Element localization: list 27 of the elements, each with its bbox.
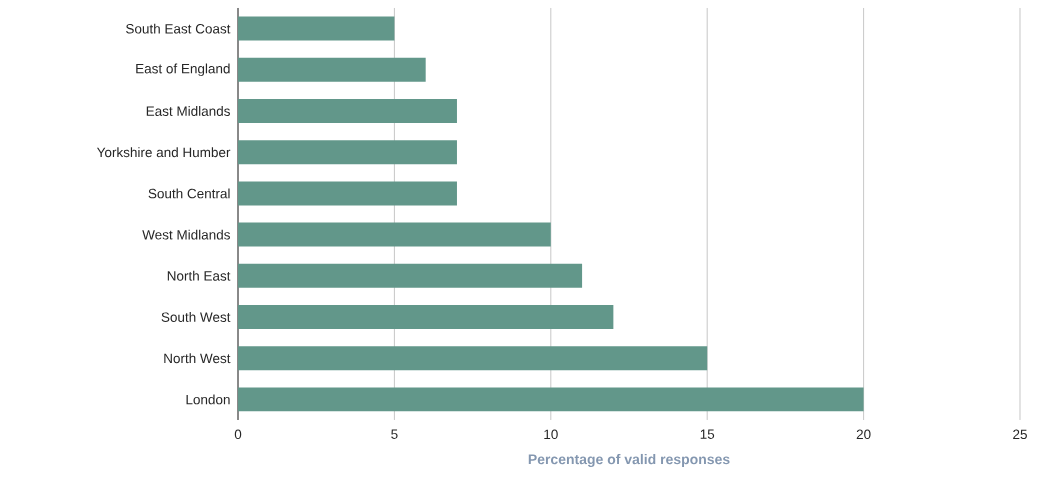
x-tick-label: 15 — [700, 429, 715, 439]
bar — [238, 99, 457, 123]
x-tick-label: 20 — [856, 429, 871, 440]
bar — [238, 181, 457, 206]
y-tick-label: East Midlands — [146, 106, 230, 116]
y-tick-label: East of England — [136, 63, 230, 77]
x-axis-title: Percentage of valid responses — [528, 453, 730, 468]
y-tick-label: West Midlands — [142, 229, 230, 240]
y-tick-label: London — [186, 394, 230, 405]
y-tick-label: North West — [164, 353, 231, 364]
y-tick-label: South West — [161, 312, 231, 322]
x-tick-label: 0 — [234, 429, 242, 440]
bar — [238, 304, 614, 329]
x-tick-label: 5 — [391, 429, 398, 439]
x-tick-label: 25 — [1013, 429, 1027, 440]
bar — [238, 16, 395, 41]
bar — [238, 263, 583, 288]
x-tick-label: 10 — [544, 429, 558, 440]
y-tick-label: South East Coast — [126, 23, 231, 34]
bar — [238, 222, 551, 247]
bar — [238, 140, 457, 165]
y-tick-label: Yorkshire and Humber — [96, 147, 231, 158]
bar — [238, 57, 426, 82]
bar — [238, 387, 864, 412]
y-tick-label: South Central — [148, 188, 230, 199]
bar — [238, 346, 708, 371]
y-tick-label: North East — [167, 270, 231, 281]
